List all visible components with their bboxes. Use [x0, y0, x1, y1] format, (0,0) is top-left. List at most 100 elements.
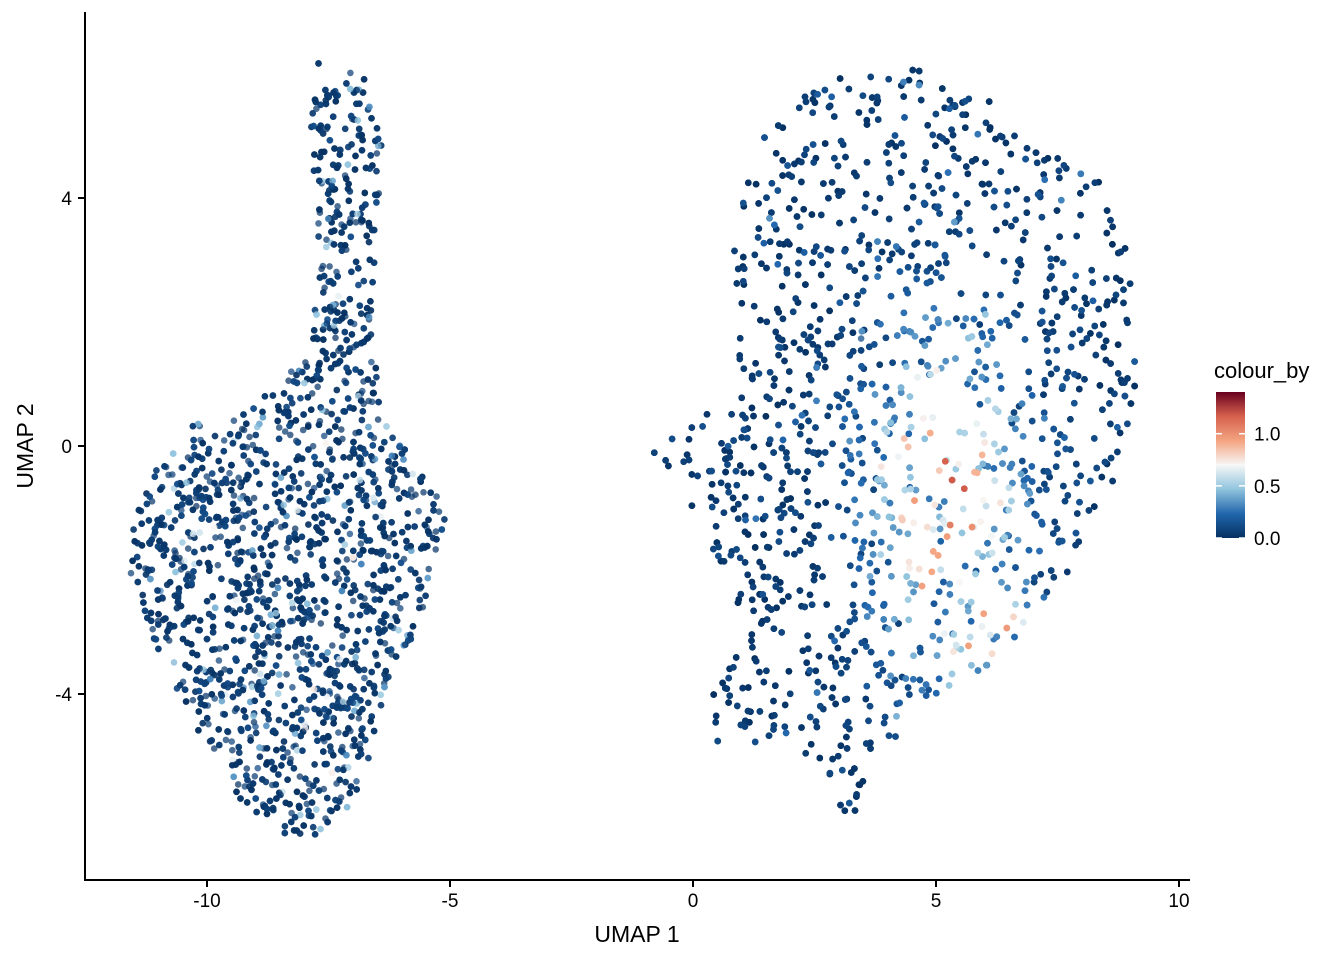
- data-point: [319, 497, 327, 505]
- data-point: [415, 604, 423, 612]
- data-point: [203, 714, 211, 722]
- data-point: [287, 554, 294, 561]
- data-point: [256, 447, 264, 454]
- data-point: [430, 507, 437, 514]
- data-point: [240, 624, 248, 632]
- data-point: [334, 616, 341, 623]
- data-point: [274, 690, 282, 697]
- data-point: [266, 797, 274, 805]
- data-point: [294, 577, 301, 585]
- data-point: [203, 473, 211, 480]
- data-point: [233, 788, 240, 796]
- data-point: [293, 827, 301, 834]
- data-point: [195, 687, 203, 695]
- data-point: [334, 309, 341, 316]
- data-point: [340, 454, 347, 461]
- data-point: [268, 669, 276, 677]
- data-point: [280, 390, 288, 397]
- data-point: [252, 795, 259, 802]
- data-point: [349, 554, 357, 561]
- data-point: [363, 502, 371, 510]
- data-point: [181, 686, 189, 693]
- data-point: [333, 557, 341, 564]
- data-point: [330, 752, 337, 759]
- data-point: [292, 653, 300, 660]
- data-point: [172, 555, 180, 563]
- data-point: [372, 650, 379, 657]
- data-point: [237, 637, 244, 645]
- data-point: [342, 657, 350, 665]
- data-point: [363, 304, 371, 312]
- data-point: [762, 413, 770, 420]
- data-point: [358, 131, 366, 139]
- data-point: [238, 425, 246, 433]
- data-point: [147, 609, 155, 617]
- data-point: [424, 542, 431, 550]
- data-point: [275, 771, 282, 778]
- data-point: [732, 654, 740, 661]
- data-point: [1100, 321, 1107, 328]
- data-point: [892, 143, 900, 150]
- data-point: [1076, 385, 1083, 393]
- data-point: [237, 548, 245, 556]
- data-point: [329, 667, 336, 674]
- data-point: [251, 640, 259, 648]
- data-point: [299, 426, 307, 434]
- data-point: [332, 317, 339, 325]
- data-point: [252, 431, 260, 439]
- data-point: [163, 634, 170, 641]
- data-point: [772, 682, 779, 689]
- data-point: [328, 410, 335, 418]
- data-point: [293, 788, 301, 796]
- data-point: [752, 180, 760, 188]
- data-point: [293, 536, 300, 543]
- data-point: [257, 684, 265, 692]
- data-point: [771, 375, 778, 383]
- data-point: [347, 233, 355, 241]
- data-point: [343, 751, 350, 759]
- data-point: [274, 498, 282, 506]
- data-point: [318, 511, 326, 518]
- data-point: [370, 727, 378, 735]
- data-point: [173, 503, 181, 511]
- data-point: [237, 483, 244, 490]
- data-point: [203, 635, 211, 643]
- data-point: [234, 688, 242, 696]
- data-point: [665, 462, 672, 470]
- data-point: [253, 632, 261, 640]
- data-point: [171, 517, 179, 524]
- data-point: [133, 553, 141, 561]
- data-point: [251, 622, 258, 630]
- data-point: [222, 522, 229, 530]
- data-point: [241, 667, 249, 675]
- data-point: [306, 607, 313, 614]
- data-point: [272, 662, 280, 669]
- data-point: [243, 495, 251, 503]
- data-point: [251, 575, 258, 582]
- data-point: [215, 457, 222, 465]
- data-point: [218, 575, 225, 583]
- data-point: [234, 506, 241, 514]
- data-point: [802, 281, 809, 288]
- data-point: [259, 414, 267, 421]
- data-point: [389, 565, 396, 573]
- data-point: [326, 137, 334, 144]
- data-point: [384, 552, 392, 560]
- data-point: [340, 223, 348, 230]
- data-point: [310, 693, 318, 700]
- data-point: [264, 570, 271, 578]
- data-point: [372, 513, 379, 521]
- data-point: [274, 627, 282, 635]
- data-point: [237, 557, 244, 564]
- data-point: [365, 699, 372, 707]
- data-point: [388, 481, 396, 489]
- data-point: [739, 684, 746, 692]
- data-point: [251, 697, 258, 705]
- data-point: [354, 117, 362, 124]
- data-point: [212, 534, 219, 541]
- data-point: [295, 484, 303, 492]
- data-point: [310, 782, 317, 789]
- data-point: [843, 733, 850, 741]
- data-point: [175, 490, 182, 497]
- data-point: [837, 742, 845, 749]
